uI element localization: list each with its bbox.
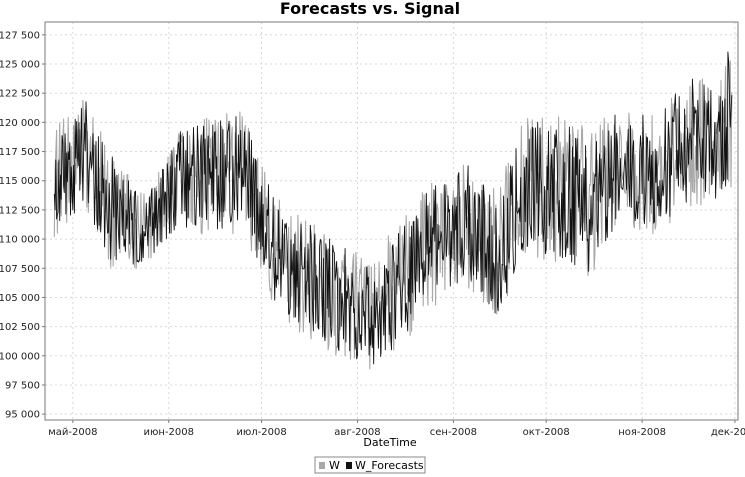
plot-area — [44, 21, 739, 421]
x-tick-label: июн-2008 — [143, 427, 194, 438]
y-tick-label: 115 000 — [0, 176, 40, 187]
y-axis-ticks: 95 000 97 500 100 000 102 500 105 000 107 500… — [0, 30, 45, 421]
legend-box — [314, 456, 426, 474]
y-tick-label: 127 500 — [0, 30, 40, 41]
x-tick-label: авг-2008 — [334, 427, 380, 438]
grid — [45, 22, 738, 420]
series-line-w-forecasts — [53, 51, 733, 365]
y-tick-label: 122 500 — [0, 89, 40, 100]
legend-label-w: W — [329, 459, 340, 472]
x-tick-label: дек-2008 — [711, 427, 745, 438]
legend-swatch-w — [319, 462, 325, 469]
y-tick-label: 100 000 — [0, 351, 40, 362]
x-tick-label: окт-2008 — [523, 427, 570, 438]
x-axis-label: DateTime — [363, 436, 416, 449]
x-tick-label: май-2008 — [48, 427, 97, 438]
y-tick-label: 95 000 — [5, 410, 40, 421]
y-tick-label: 125 000 — [0, 60, 40, 71]
y-tick-label: 97 500 — [5, 380, 40, 391]
y-tick-label: 110 000 — [0, 235, 40, 246]
x-tick-label: ноя-2008 — [618, 427, 666, 438]
y-tick-label: 117 500 — [0, 147, 40, 158]
y-tick-label: 112 500 — [0, 205, 40, 216]
x-axis-ticks: май-2008 июн-2008 июл-2008 авг-2008 сен-2008… — [48, 420, 745, 438]
y-tick-label: 105 000 — [0, 293, 40, 304]
y-tick-label: 120 000 — [0, 118, 40, 129]
chart-title: Forecasts vs. Signal — [280, 0, 460, 18]
legend-swatch-w-forecasts — [346, 462, 352, 469]
legend-label-w-forecasts: W_Forecasts — [355, 459, 424, 472]
x-tick-label: сен-2008 — [430, 427, 477, 438]
y-tick-label: 102 500 — [0, 322, 40, 333]
x-tick-label: июл-2008 — [236, 427, 286, 438]
legend: W W_Forecasts — [314, 456, 426, 474]
y-tick-label: 107 500 — [0, 264, 40, 275]
plot-series — [53, 51, 733, 370]
series-line-w — [53, 60, 733, 370]
